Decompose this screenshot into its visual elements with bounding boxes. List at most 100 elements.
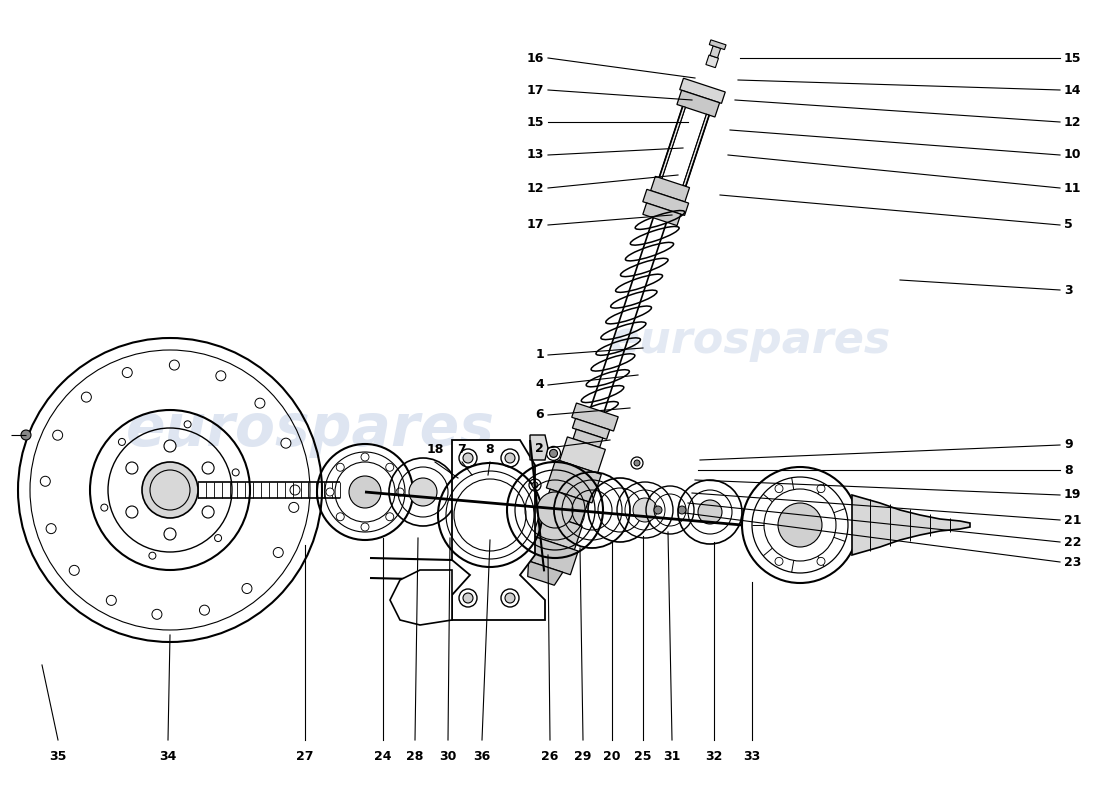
Circle shape	[148, 552, 156, 559]
Circle shape	[69, 566, 79, 575]
Circle shape	[202, 506, 215, 518]
Circle shape	[273, 547, 284, 558]
Text: 7: 7	[458, 443, 466, 456]
Polygon shape	[547, 459, 602, 503]
Text: eurospares: eurospares	[125, 402, 495, 458]
Circle shape	[125, 462, 138, 474]
Text: 9: 9	[1064, 438, 1072, 451]
Circle shape	[232, 469, 239, 476]
Circle shape	[216, 371, 225, 381]
Circle shape	[280, 438, 290, 448]
Circle shape	[337, 513, 344, 521]
Text: 3: 3	[1064, 283, 1072, 297]
Polygon shape	[532, 512, 582, 550]
Text: 19: 19	[1064, 489, 1081, 502]
Polygon shape	[642, 190, 689, 215]
Text: 24: 24	[374, 750, 392, 763]
Text: 2: 2	[536, 442, 544, 454]
Circle shape	[778, 503, 822, 547]
Polygon shape	[710, 46, 720, 58]
Circle shape	[326, 488, 334, 496]
Circle shape	[169, 360, 179, 370]
Circle shape	[81, 392, 91, 402]
Polygon shape	[680, 78, 725, 103]
Circle shape	[125, 506, 138, 518]
Circle shape	[101, 504, 108, 511]
Text: 20: 20	[603, 750, 620, 763]
Circle shape	[349, 476, 381, 508]
Text: 14: 14	[1064, 83, 1081, 97]
Circle shape	[152, 610, 162, 619]
Text: 6: 6	[536, 409, 544, 422]
Circle shape	[41, 476, 51, 486]
Text: 34: 34	[160, 750, 177, 763]
Text: 13: 13	[527, 149, 544, 162]
Polygon shape	[530, 435, 548, 460]
Circle shape	[122, 367, 132, 378]
Circle shape	[46, 524, 56, 534]
Text: eurospares: eurospares	[609, 318, 891, 362]
Text: 8: 8	[486, 443, 494, 456]
Polygon shape	[852, 495, 970, 555]
Circle shape	[537, 492, 573, 528]
Circle shape	[632, 498, 657, 522]
Text: 22: 22	[1064, 535, 1081, 549]
Circle shape	[505, 593, 515, 603]
Circle shape	[361, 523, 368, 531]
Circle shape	[505, 453, 515, 463]
Circle shape	[776, 485, 783, 493]
Circle shape	[202, 462, 215, 474]
Circle shape	[164, 440, 176, 452]
Circle shape	[242, 583, 252, 594]
Circle shape	[386, 513, 394, 521]
Circle shape	[547, 446, 561, 460]
Circle shape	[184, 421, 191, 428]
Circle shape	[634, 460, 640, 466]
Circle shape	[107, 595, 117, 606]
Text: 4: 4	[536, 378, 544, 391]
Text: 15: 15	[1064, 51, 1081, 65]
Circle shape	[337, 463, 344, 471]
Circle shape	[678, 506, 686, 514]
Text: 21: 21	[1064, 514, 1081, 526]
Text: 33: 33	[744, 750, 760, 763]
Text: 31: 31	[663, 750, 681, 763]
Polygon shape	[659, 106, 685, 178]
Circle shape	[289, 502, 299, 512]
Text: 16: 16	[527, 51, 544, 65]
Text: 30: 30	[439, 750, 456, 763]
Circle shape	[142, 462, 198, 518]
Circle shape	[532, 482, 538, 488]
Circle shape	[290, 485, 300, 495]
Polygon shape	[452, 440, 544, 620]
Polygon shape	[573, 430, 603, 447]
Text: 17: 17	[527, 83, 544, 97]
Polygon shape	[560, 437, 605, 473]
Polygon shape	[542, 489, 588, 526]
Circle shape	[776, 558, 783, 566]
Circle shape	[164, 528, 176, 540]
Polygon shape	[572, 403, 618, 431]
Text: 28: 28	[406, 750, 424, 763]
Text: 5: 5	[1064, 218, 1072, 231]
Polygon shape	[676, 90, 719, 117]
Circle shape	[409, 478, 437, 506]
Circle shape	[386, 463, 394, 471]
Text: 11: 11	[1064, 182, 1081, 194]
Text: 15: 15	[527, 115, 544, 129]
Circle shape	[361, 453, 368, 461]
Circle shape	[698, 500, 722, 524]
Circle shape	[21, 430, 31, 440]
Circle shape	[119, 438, 125, 446]
Polygon shape	[651, 176, 690, 202]
Polygon shape	[390, 570, 452, 625]
Circle shape	[53, 430, 63, 440]
Text: 1: 1	[536, 349, 544, 362]
Text: 23: 23	[1064, 555, 1081, 569]
Circle shape	[396, 488, 404, 496]
Text: 10: 10	[1064, 149, 1081, 162]
Text: 12: 12	[527, 182, 544, 194]
Text: 35: 35	[50, 750, 67, 763]
Polygon shape	[572, 418, 609, 439]
Polygon shape	[642, 203, 681, 226]
